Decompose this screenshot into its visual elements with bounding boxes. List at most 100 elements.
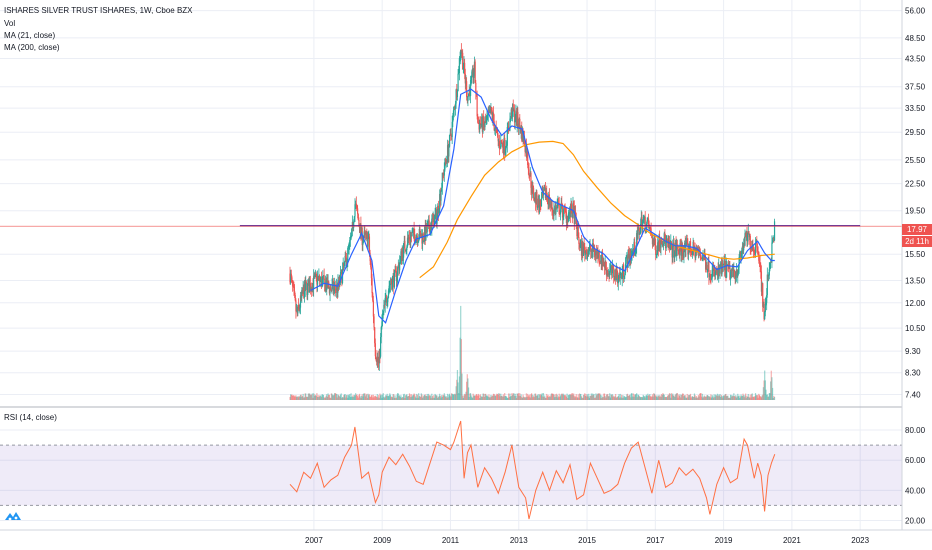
volume-bar bbox=[554, 397, 556, 400]
candle-body bbox=[391, 283, 393, 290]
candle-body bbox=[432, 214, 434, 220]
candle-body bbox=[385, 296, 388, 303]
candle-body bbox=[674, 251, 676, 258]
candle-body bbox=[682, 245, 684, 254]
volume-bar bbox=[534, 393, 536, 400]
candle-body bbox=[702, 257, 704, 259]
candle-body bbox=[441, 172, 443, 188]
candle-body bbox=[654, 237, 656, 247]
price-tick-label: 8.30 bbox=[905, 369, 921, 378]
volume-bar bbox=[673, 395, 675, 400]
candle-body bbox=[766, 295, 768, 303]
legend-volume[interactable]: Vol bbox=[4, 19, 16, 28]
candle-body bbox=[524, 145, 526, 152]
volume-bar bbox=[327, 393, 329, 400]
candle-body bbox=[537, 198, 539, 208]
candle-body bbox=[655, 254, 657, 255]
volume-bar bbox=[437, 397, 439, 400]
candle-body bbox=[613, 267, 615, 277]
legend-ma200[interactable]: MA (200, close) bbox=[4, 43, 60, 52]
candle-body bbox=[664, 233, 666, 241]
candle-body bbox=[331, 284, 333, 291]
volume-bar bbox=[400, 395, 402, 400]
candle-body bbox=[601, 252, 604, 267]
volume-bar bbox=[391, 397, 394, 400]
candle-body bbox=[527, 165, 529, 170]
volume-bar bbox=[570, 394, 572, 400]
candle-body bbox=[442, 172, 444, 174]
volume-bar bbox=[429, 395, 432, 400]
candle-body bbox=[640, 217, 642, 224]
volume-bar bbox=[699, 393, 701, 400]
volume-bar bbox=[685, 397, 688, 400]
candle-body bbox=[752, 247, 755, 252]
legend-symbol-title[interactable]: ISHARES SILVER TRUST ISHARES, 1W, Cboe B… bbox=[4, 6, 193, 15]
candle-body bbox=[680, 243, 682, 256]
volume-bar bbox=[469, 393, 471, 400]
volume-bar bbox=[540, 395, 542, 400]
volume-bar bbox=[684, 395, 686, 400]
candle-body bbox=[634, 241, 636, 255]
volume-bar bbox=[768, 393, 770, 400]
price-tick-label: 43.50 bbox=[905, 55, 926, 64]
candle-body bbox=[343, 261, 346, 266]
candle-body bbox=[340, 270, 342, 273]
volume-bar bbox=[687, 397, 689, 400]
candle-body bbox=[293, 290, 296, 296]
candle-body bbox=[506, 145, 508, 147]
volume-bar bbox=[556, 394, 558, 400]
candle-body bbox=[388, 285, 390, 291]
volume-bar bbox=[533, 397, 535, 400]
volume-bar bbox=[297, 397, 300, 400]
volume-bar bbox=[322, 394, 324, 400]
volume-bar bbox=[677, 397, 679, 400]
candle-body bbox=[756, 241, 758, 248]
volume-bar bbox=[330, 393, 332, 400]
volume-bar bbox=[378, 397, 380, 400]
volume-bar bbox=[769, 393, 771, 400]
candle-body bbox=[688, 250, 690, 253]
candle-body bbox=[330, 290, 332, 292]
volume-bar bbox=[754, 393, 757, 400]
candle-body bbox=[601, 252, 603, 264]
volume-bar bbox=[357, 397, 359, 400]
rsi-axis[interactable]: 80.00 60.00 40.00 20.00 bbox=[905, 426, 926, 525]
candle-body bbox=[767, 274, 769, 276]
candle-body bbox=[493, 121, 495, 131]
volume-bar bbox=[450, 393, 453, 400]
volume-bar bbox=[728, 397, 730, 400]
volume-bar bbox=[733, 393, 735, 400]
candle-body bbox=[768, 275, 770, 277]
volume-bar bbox=[427, 396, 429, 400]
volume-bar bbox=[489, 397, 491, 400]
time-tick-label: 2009 bbox=[373, 536, 391, 545]
volume-bar bbox=[645, 395, 647, 400]
candle-body bbox=[589, 244, 591, 248]
candle-body bbox=[488, 110, 491, 113]
volume-bar bbox=[739, 396, 742, 400]
candle-body bbox=[335, 289, 337, 291]
volume-bar bbox=[449, 395, 451, 400]
volume-bar bbox=[601, 397, 604, 400]
volume-bar bbox=[731, 396, 733, 400]
candle-body bbox=[477, 122, 480, 124]
volume-bar bbox=[636, 393, 638, 400]
price-axis[interactable]: 56.00 48.50 43.50 37.50 33.50 29.50 25.50 22.50… bbox=[905, 7, 926, 400]
volume-bar bbox=[640, 397, 642, 400]
time-axis[interactable]: 2007 2009 2011 2013 2015 2017 2019 2021 2023 bbox=[305, 536, 870, 545]
volume-bar bbox=[586, 394, 589, 400]
candle-body bbox=[477, 116, 479, 123]
legend-rsi[interactable]: RSI (14, close) bbox=[4, 413, 57, 422]
volume-bar bbox=[446, 393, 449, 400]
legend-ma21[interactable]: MA (21, close) bbox=[4, 31, 56, 40]
volume-bar bbox=[770, 381, 772, 400]
volume-bar bbox=[695, 396, 698, 400]
candle-body bbox=[502, 147, 504, 154]
candle-body bbox=[486, 115, 488, 120]
volume-bar bbox=[360, 397, 362, 400]
candle-body bbox=[348, 243, 350, 248]
candle-body bbox=[552, 212, 554, 217]
volume-bar bbox=[696, 397, 698, 400]
tradingview-logo-icon[interactable] bbox=[5, 510, 21, 522]
